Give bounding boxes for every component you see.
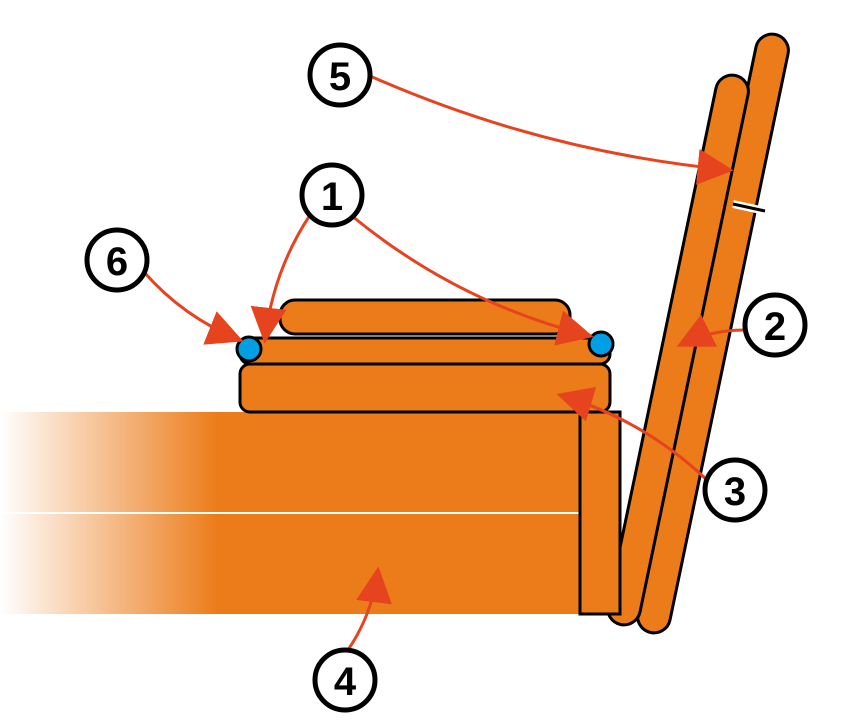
callout-label-4: 4: [334, 660, 357, 704]
leader-line: [370, 76, 730, 170]
seat-board: [240, 364, 610, 412]
callout-label-2: 2: [764, 305, 786, 349]
callout-label-6: 6: [106, 240, 128, 284]
diagram-body: [0, 34, 788, 633]
pivot-right: [589, 332, 613, 356]
callout-label-5: 5: [329, 55, 351, 99]
leader-line: [144, 272, 240, 340]
callout-label-3: 3: [724, 470, 746, 514]
base-plank-lower: [0, 514, 620, 614]
end-post: [580, 412, 620, 614]
seat-frame: [240, 338, 610, 364]
base-plank-upper: [0, 412, 620, 512]
callout-label-1: 1: [321, 175, 343, 219]
pivot-left: [237, 337, 261, 361]
